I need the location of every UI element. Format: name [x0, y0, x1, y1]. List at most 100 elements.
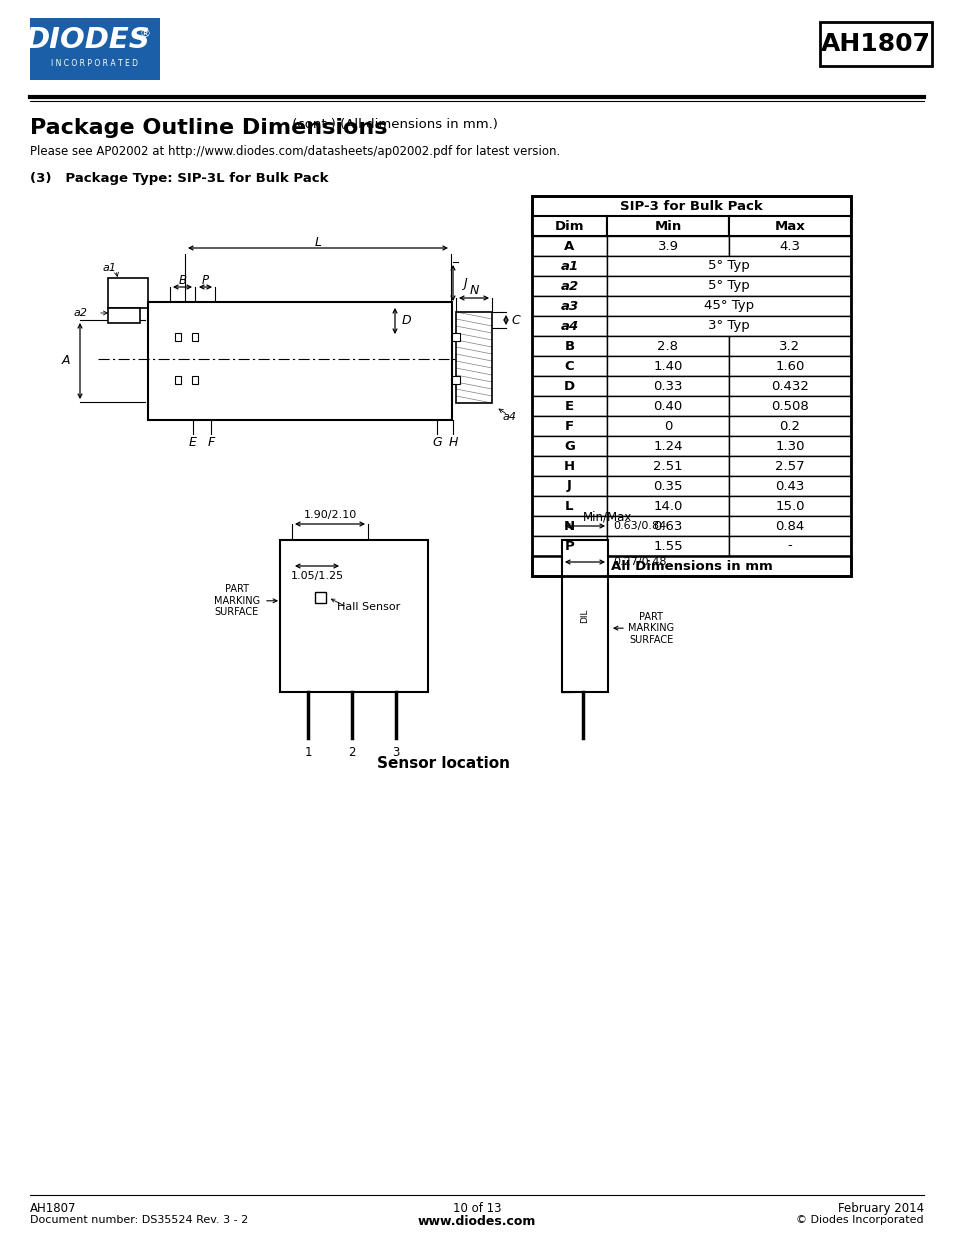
- Text: 0.43: 0.43: [775, 479, 803, 493]
- Text: H: H: [448, 436, 457, 448]
- Text: 0.40: 0.40: [653, 399, 682, 412]
- Bar: [728, 396, 850, 416]
- Bar: [192, 333, 198, 341]
- Bar: [728, 356, 850, 375]
- Text: E: E: [564, 399, 574, 412]
- Text: 10 of 13: 10 of 13: [453, 1202, 500, 1215]
- Bar: [452, 375, 459, 384]
- Bar: [532, 296, 606, 316]
- Text: Package Outline Dimensions: Package Outline Dimensions: [30, 119, 387, 138]
- Text: C: C: [511, 314, 519, 326]
- Text: 0: 0: [663, 420, 672, 432]
- Text: F: F: [207, 436, 214, 448]
- Text: 1.05/1.25: 1.05/1.25: [290, 571, 343, 580]
- Bar: [606, 275, 850, 296]
- Bar: [148, 303, 452, 420]
- Bar: [606, 375, 728, 396]
- Text: L: L: [565, 499, 573, 513]
- Text: a4: a4: [502, 412, 517, 422]
- Text: a2: a2: [74, 308, 88, 317]
- Bar: [606, 416, 728, 436]
- Bar: [606, 216, 728, 236]
- Text: G: G: [432, 436, 441, 448]
- Text: 1.55: 1.55: [653, 540, 682, 552]
- Bar: [606, 475, 728, 496]
- Text: 1.60: 1.60: [775, 359, 803, 373]
- Text: Hall Sensor: Hall Sensor: [336, 601, 400, 611]
- Bar: [728, 456, 850, 475]
- Bar: [532, 396, 606, 416]
- Text: 3.2: 3.2: [779, 340, 800, 352]
- Bar: [728, 216, 850, 236]
- Text: 1.90/2.10: 1.90/2.10: [303, 510, 356, 520]
- Bar: [820, 22, 931, 65]
- Bar: [532, 475, 606, 496]
- Text: 1.24: 1.24: [653, 440, 682, 452]
- Text: PART
MARKING
SURFACE: PART MARKING SURFACE: [627, 611, 674, 645]
- Bar: [174, 375, 181, 384]
- Bar: [314, 592, 326, 603]
- Text: H: H: [563, 459, 575, 473]
- Text: I N C O R P O R A T E D: I N C O R P O R A T E D: [51, 59, 138, 68]
- Bar: [728, 536, 850, 556]
- Text: Please see AP02002 at http://www.diodes.com/datasheets/ap02002.pdf for latest ve: Please see AP02002 at http://www.diodes.…: [30, 144, 559, 158]
- Text: Min/Max: Min/Max: [582, 510, 632, 522]
- Bar: [532, 216, 606, 236]
- Text: 45° Typ: 45° Typ: [703, 300, 753, 312]
- Bar: [280, 540, 428, 692]
- Text: L: L: [314, 236, 321, 249]
- Text: SIP-3 for Bulk Pack: SIP-3 for Bulk Pack: [619, 200, 762, 212]
- Bar: [606, 496, 728, 516]
- Bar: [606, 536, 728, 556]
- Text: a3: a3: [559, 300, 578, 312]
- Text: A: A: [564, 240, 574, 252]
- Text: 0.508: 0.508: [770, 399, 808, 412]
- Text: N: N: [469, 284, 478, 296]
- Text: ®: ®: [139, 28, 151, 40]
- Bar: [532, 375, 606, 396]
- Text: G: G: [563, 440, 575, 452]
- Text: 1.30: 1.30: [775, 440, 804, 452]
- Bar: [532, 236, 606, 256]
- Bar: [452, 333, 459, 341]
- Text: Dim: Dim: [554, 220, 583, 232]
- Text: -: -: [787, 540, 792, 552]
- Text: 14.0: 14.0: [653, 499, 682, 513]
- Bar: [192, 375, 198, 384]
- Text: 3: 3: [392, 746, 399, 760]
- Text: 0.33: 0.33: [653, 379, 682, 393]
- Bar: [728, 436, 850, 456]
- Text: B: B: [564, 340, 574, 352]
- Text: 5° Typ: 5° Typ: [707, 259, 749, 273]
- Text: a4: a4: [559, 320, 578, 332]
- Text: C: C: [564, 359, 574, 373]
- Bar: [30, 19, 160, 80]
- Text: 5° Typ: 5° Typ: [707, 279, 749, 293]
- Text: J: J: [566, 479, 572, 493]
- Bar: [606, 356, 728, 375]
- Text: 0.63/0.84: 0.63/0.84: [613, 521, 665, 531]
- Text: 1.40: 1.40: [653, 359, 682, 373]
- Bar: [532, 196, 850, 216]
- Bar: [456, 312, 492, 403]
- Text: 0.35: 0.35: [653, 479, 682, 493]
- Text: 15.0: 15.0: [775, 499, 804, 513]
- Text: © Diodes Incorporated: © Diodes Incorporated: [796, 1215, 923, 1225]
- Bar: [532, 336, 606, 356]
- Text: a1: a1: [103, 263, 117, 273]
- Bar: [606, 236, 728, 256]
- Text: 3° Typ: 3° Typ: [707, 320, 749, 332]
- Text: (cont.) (All dimensions in mm.): (cont.) (All dimensions in mm.): [288, 119, 497, 131]
- Text: J: J: [462, 277, 466, 289]
- Text: B: B: [178, 273, 186, 287]
- Bar: [728, 336, 850, 356]
- Text: D: D: [401, 315, 411, 327]
- Text: D: D: [563, 379, 575, 393]
- Bar: [532, 496, 606, 516]
- Bar: [606, 436, 728, 456]
- Text: All Dimensions in mm: All Dimensions in mm: [610, 559, 772, 573]
- Text: PART
MARKING
SURFACE: PART MARKING SURFACE: [213, 584, 260, 618]
- Bar: [174, 333, 181, 341]
- Bar: [606, 516, 728, 536]
- Text: N: N: [563, 520, 575, 532]
